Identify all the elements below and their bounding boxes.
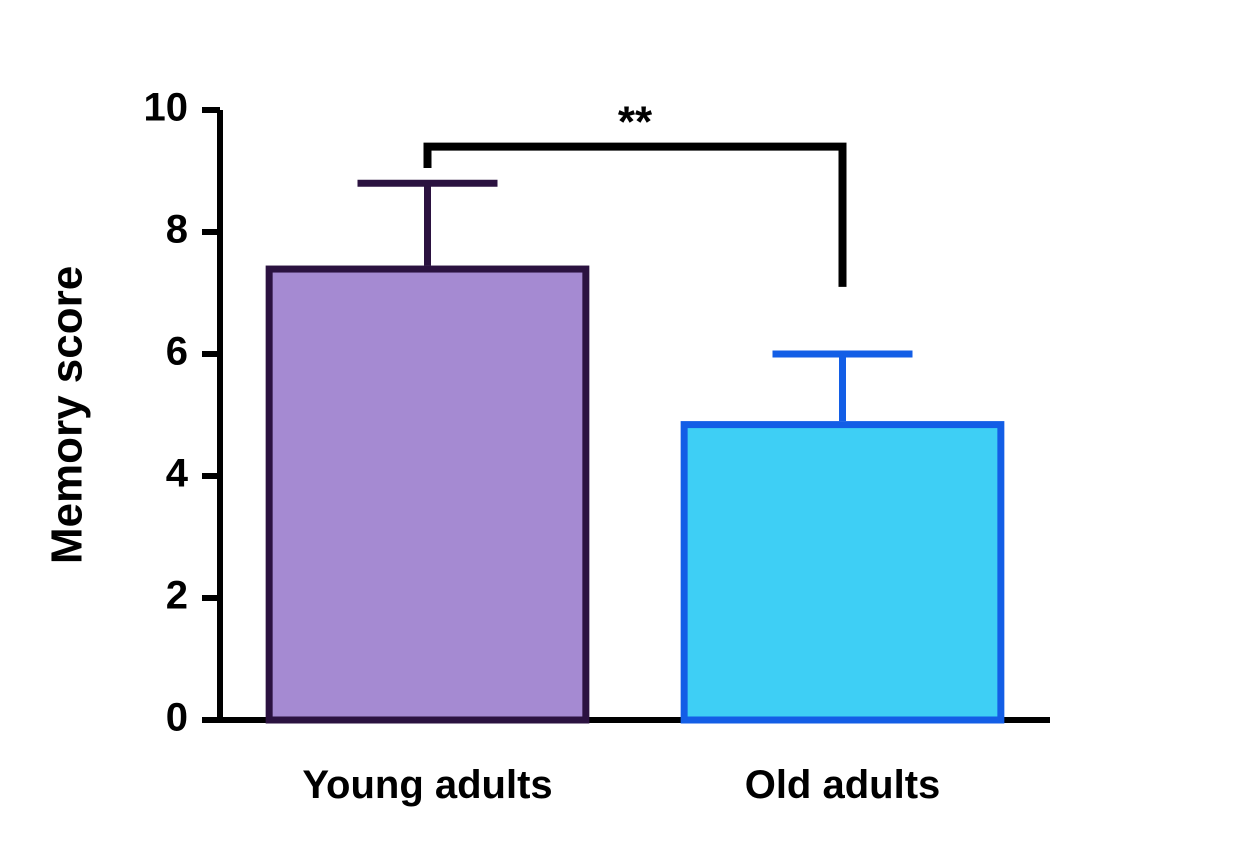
x-category-label-0: Young adults	[302, 763, 552, 807]
y-tick-label: 6	[166, 330, 188, 374]
significance-label: **	[618, 98, 653, 147]
y-tick-label: 10	[144, 86, 189, 130]
y-tick-label: 8	[166, 208, 188, 252]
bar-0	[269, 269, 586, 720]
memory-score-bar-chart: 0 2 4 6 8 10 Memory score Young adults Old adult…	[0, 0, 1244, 855]
y-tick-label: 4	[166, 452, 189, 496]
x-category-label-1: Old adults	[745, 763, 941, 807]
y-tick-label: 0	[166, 696, 188, 740]
y-tick-label: 2	[166, 574, 188, 618]
y-axis-label: Memory score	[43, 266, 92, 564]
bar-1	[684, 425, 1001, 720]
